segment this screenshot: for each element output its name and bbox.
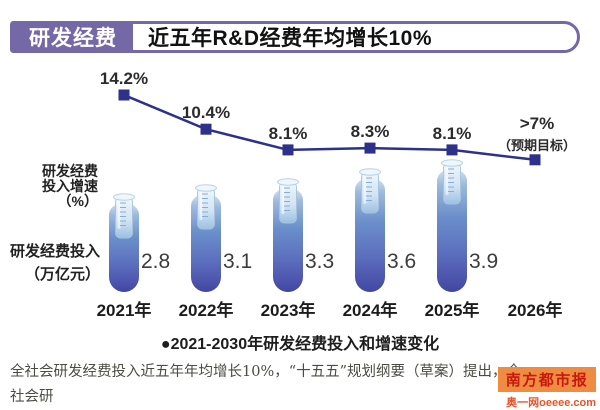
- beaker-icon: [276, 175, 300, 230]
- beaker-icon: [358, 165, 382, 220]
- y-axis-label-investment: 研发经费投入 （万亿元）: [9, 243, 100, 283]
- tube-value-label: 3.1: [223, 250, 253, 273]
- growth-target-note: （预期目标）: [497, 137, 576, 153]
- growth-target-value: >7%: [519, 113, 555, 133]
- growth-point-label: 8.3%: [350, 122, 390, 142]
- year-label: 2026年: [507, 301, 563, 320]
- tube-value-label: 2.8: [141, 250, 171, 273]
- growth-point-marker: [200, 123, 212, 135]
- beaker-icon: [440, 156, 464, 211]
- header-banner: 研发经费 近五年R&D经费年均增长10%: [10, 21, 580, 53]
- newspaper-name: 南方都市报: [498, 367, 596, 392]
- growth-point-marker: [446, 144, 458, 156]
- growth-line: [123, 93, 536, 162]
- year-label: 2021年: [96, 301, 152, 320]
- growth-point-label: 10.4%: [181, 103, 231, 123]
- growth-point-label: 8.1%: [268, 123, 308, 143]
- beaker-icon: [112, 190, 136, 245]
- tube-value-label: 3.9: [469, 250, 499, 273]
- footer-line-1: 全社会研发经费投入近五年年均增长10%，“十五五”规划纲要（草案）提出，全社会研: [10, 364, 522, 405]
- growth-point-marker: [364, 142, 376, 154]
- header-tag: 研发经费: [13, 24, 133, 50]
- year-label: 2025年: [424, 301, 480, 320]
- year-label: 2023年: [260, 301, 316, 320]
- growth-point-label: 8.1%: [432, 123, 472, 143]
- beaker-icon: [194, 181, 218, 236]
- newspaper-site: 奥一网oeeee.com: [506, 397, 596, 409]
- growth-point-label: 14.2%: [99, 69, 149, 88]
- growth-point-marker: [529, 154, 541, 166]
- chart-caption: ●2021-2030年研发经费投入和增速变化: [160, 336, 440, 353]
- growth-point-marker: [282, 144, 294, 156]
- tube-value-label: 3.3: [305, 250, 335, 273]
- newspaper-logo: 南方都市报 奥一网oeeee.com: [498, 367, 596, 410]
- growth-point-marker: [118, 89, 130, 101]
- footer-paragraph: 全社会研发经费投入近五年年均增长10%，“十五五”规划纲要（草案）提出，全社会研…: [10, 360, 535, 410]
- year-label: 2022年: [178, 301, 234, 320]
- y-axis-label-growth: 研发经费 投入增速 （%）: [42, 163, 98, 209]
- page-title: 近五年R&D经费年均增长10%: [148, 27, 433, 50]
- year-label: 2024年: [342, 301, 398, 320]
- tube-value-label: 3.6: [387, 250, 417, 273]
- growth-target-label: >7% （预期目标）: [482, 114, 592, 154]
